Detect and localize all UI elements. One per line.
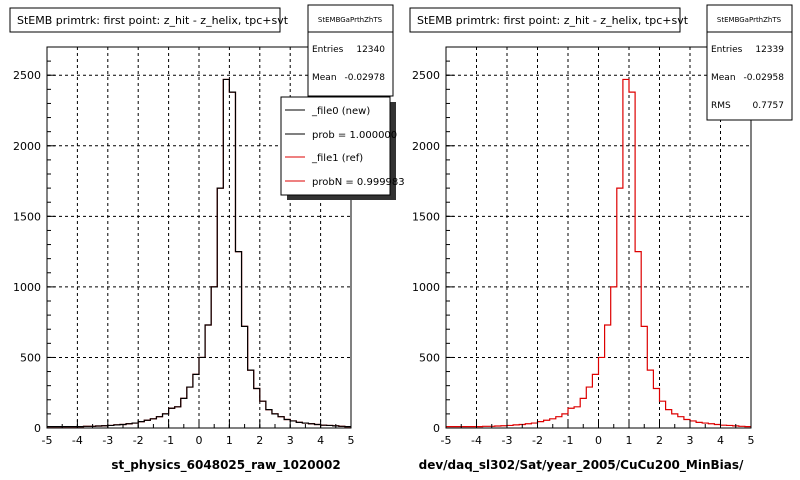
x-tick-label: 4 — [717, 434, 724, 447]
left-stats-box: StEMBGaPrthZhTS Entries 12340 Mean -0.02… — [307, 4, 394, 97]
left-stats-entries-value: 12340 — [356, 45, 385, 55]
y-tick-label: 1000 — [412, 281, 440, 294]
x-tick-label: 2 — [256, 434, 263, 447]
y-tick-label: 2000 — [412, 140, 440, 153]
left-stats-name: StEMBGaPrthZhTS — [318, 16, 383, 24]
y-tick-label: 0 — [34, 422, 41, 435]
left-panel: StEMB primtrk: first point: z_hit - z_he… — [9, 4, 405, 473]
x-tick-label: 1 — [226, 434, 233, 447]
left-stats-mean-value: -0.02978 — [345, 73, 386, 83]
x-tick-label: 2 — [656, 434, 663, 447]
right-title: StEMB primtrk: first point: z_hit - z_he… — [417, 14, 689, 27]
y-tick-label: 2500 — [412, 69, 440, 82]
x-tick-label: -3 — [102, 434, 113, 447]
legend-label-new: _file0 (new) — [311, 106, 370, 117]
y-tick-label: 1000 — [13, 281, 41, 294]
left-y-axis: 0 500 1000 1500 2000 2500 — [13, 60, 55, 435]
legend-label-ref: _file1 (ref) — [311, 153, 363, 164]
x-tick-label: -3 — [502, 434, 513, 447]
right-stats-entries-label: Entries — [711, 45, 743, 55]
right-histogram-bars — [446, 78, 751, 428]
x-tick-label: -4 — [471, 434, 482, 447]
x-tick-label: 0 — [595, 434, 602, 447]
right-stats-mean-label: Mean — [711, 73, 736, 83]
histogram-series-0 — [446, 78, 751, 428]
left-x-axis-label: st_physics_6048025_raw_1020002 — [111, 458, 340, 473]
y-tick-label: 500 — [419, 351, 440, 364]
right-stats-box: StEMBGaPrthZhTS Entries 12339 Mean -0.02… — [706, 4, 793, 121]
x-tick-label: 0 — [196, 434, 203, 447]
x-tick-label: 5 — [748, 434, 755, 447]
right-stats-rms-value: 0.7757 — [753, 101, 785, 111]
left-legend: _file0 (new) prob = 1.000000 _file1 (ref… — [280, 96, 405, 200]
left-stats-mean-label: Mean — [312, 73, 337, 83]
x-tick-label: -4 — [72, 434, 83, 447]
right-x-axis-label: dev/daq_sl302/Sat/year_2005/CuCu200_MinB… — [419, 458, 744, 473]
right-x-axis: -5 -4 -3 -2 -1 0 1 2 3 4 5 — [441, 420, 755, 447]
x-tick-label: -5 — [42, 434, 53, 447]
y-tick-label: 1500 — [412, 210, 440, 223]
x-tick-label: 1 — [626, 434, 633, 447]
right-stats-name: StEMBGaPrthZhTS — [717, 16, 782, 24]
x-tick-label: -1 — [163, 434, 174, 447]
x-tick-label: 5 — [348, 434, 355, 447]
left-title-box — [9, 7, 281, 33]
left-x-axis: -5 -4 -3 -2 -1 0 1 2 3 4 5 — [42, 420, 355, 447]
y-tick-label: 1500 — [13, 210, 41, 223]
right-grid — [446, 47, 751, 428]
left-stats-entries-label: Entries — [312, 45, 344, 55]
left-histogram-bars — [47, 78, 351, 428]
x-tick-label: 3 — [287, 434, 294, 447]
x-tick-label: -5 — [441, 434, 452, 447]
legend-label-prob: prob = 1.000000 — [312, 130, 397, 141]
y-tick-label: 500 — [20, 351, 41, 364]
right-y-axis: 0 500 1000 1500 2000 2500 — [412, 60, 454, 435]
right-stats-rms-label: RMS — [711, 101, 731, 111]
right-panel: StEMB primtrk: first point: z_hit - z_he… — [409, 4, 793, 473]
y-tick-label: 2500 — [13, 69, 41, 82]
right-title-box — [409, 7, 681, 33]
right-stats-mean-value: -0.02958 — [744, 73, 785, 83]
right-stats-entries-value: 12339 — [755, 45, 784, 55]
y-tick-label: 0 — [433, 422, 440, 435]
left-title: StEMB primtrk: first point: z_hit - z_he… — [17, 14, 289, 27]
legend-label-probn: probN = 0.999983 — [312, 177, 405, 188]
x-tick-label: -2 — [532, 434, 543, 447]
x-tick-label: 3 — [687, 434, 694, 447]
x-tick-label: -1 — [563, 434, 574, 447]
histogram-series-1 — [47, 78, 351, 428]
y-tick-label: 2000 — [13, 140, 41, 153]
x-tick-label: -2 — [133, 434, 144, 447]
x-tick-label: 4 — [317, 434, 324, 447]
